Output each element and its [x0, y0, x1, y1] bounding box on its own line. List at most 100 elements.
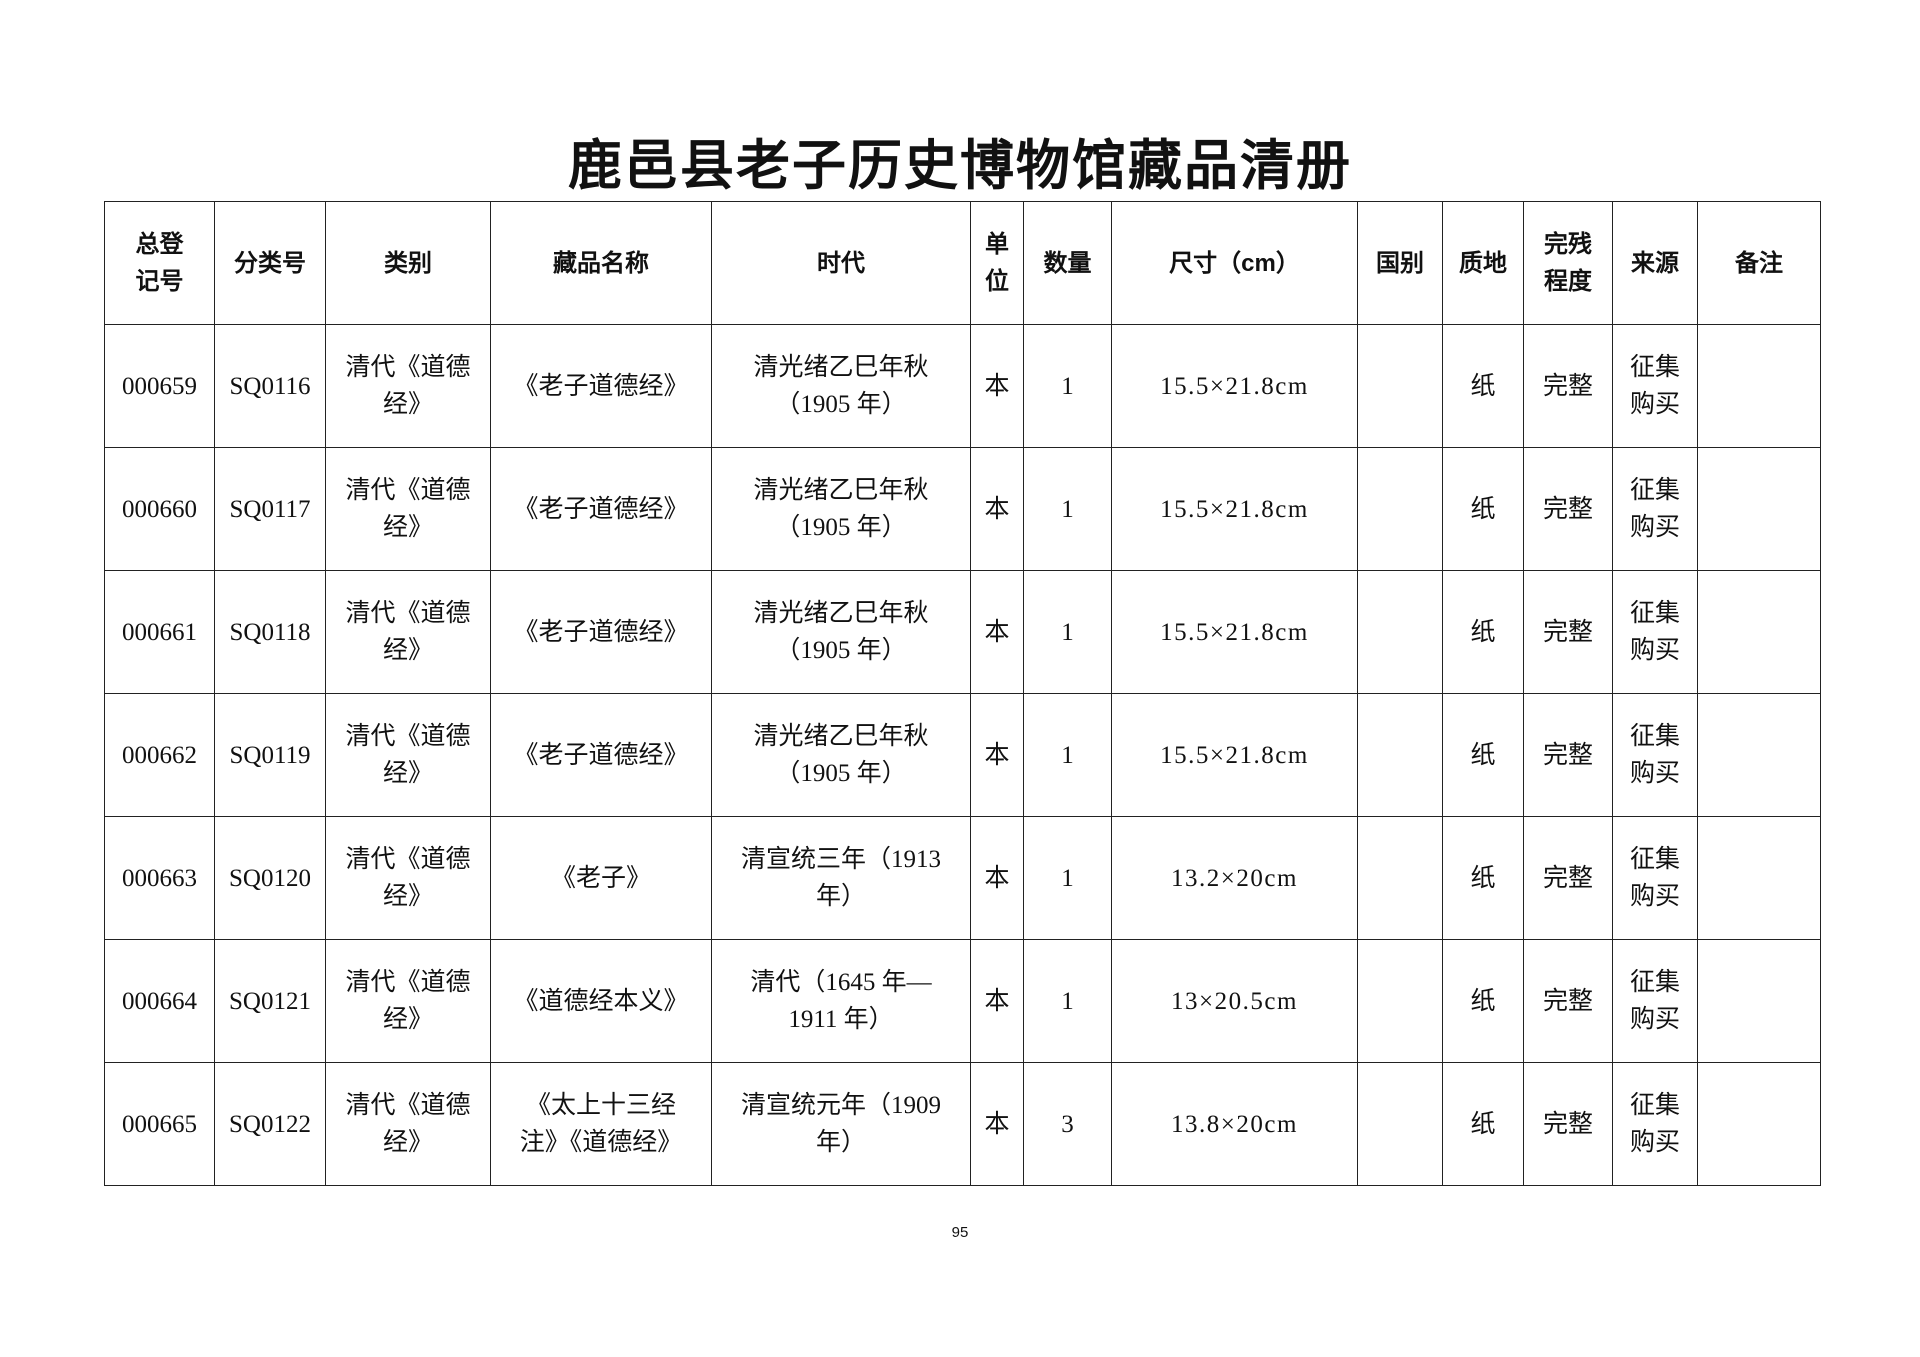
cell-material-text: 纸 [1470, 618, 1496, 646]
table-row: 000663 SQ0120 清代《道德 经》 《老子》 清宣统三年（1913 年） 本 1 13.… [104, 816, 1821, 940]
cell-reg-no: 000665 [104, 1062, 215, 1186]
cell-condition: 完整 [1523, 570, 1613, 694]
cell-source-text: 征集 [1629, 1092, 1680, 1119]
table-row: 000665 SQ0122 清代《道德 经》 《太上十三经 注》《道德经》 清宣统元年（19… [104, 1062, 1821, 1186]
cell-material-text: 纸 [1470, 741, 1496, 769]
collection-table: 总登 记号 分类号 类别 藏品名称 时代单位数量 尺寸（cm） 国别 质地 完残 程度 来源 备注 00… [104, 201, 1821, 1186]
cell-material-text: 纸 [1470, 1110, 1496, 1138]
cell-category: 清代《道德 经》 [325, 939, 491, 1063]
cell-class-no: SQ0120 [214, 816, 326, 940]
cell-category-text: 经》 [382, 391, 433, 418]
cell-condition-text: 完整 [1542, 987, 1593, 1015]
cell-size: 13.8×20cm [1111, 1062, 1358, 1186]
cell-material-text: 纸 [1470, 372, 1496, 400]
cell-era-text: （1905 年） [775, 637, 907, 664]
cell-condition-text: 完整 [1542, 741, 1593, 769]
cell-era-text: 清光绪乙巳年秋 [753, 723, 929, 750]
header-size-text: 尺寸（cm） [1169, 249, 1300, 277]
cell-condition: 完整 [1523, 447, 1613, 571]
cell-quantity-text: 3 [1061, 1110, 1074, 1138]
cell-quantity: 3 [1023, 1062, 1112, 1186]
cell-remarks [1697, 816, 1821, 940]
cell-size-text: 13.8×20cm [1171, 1110, 1298, 1138]
header-condition-text: 完残 [1544, 231, 1592, 258]
cell-unit: 本 [970, 693, 1024, 817]
cell-size: 13×20.5cm [1111, 939, 1358, 1063]
cell-size-text: 15.5×21.8cm [1160, 618, 1309, 646]
cell-source-text: 购买 [1629, 1006, 1680, 1033]
header-name-text: 藏品名称 [553, 249, 649, 277]
cell-remarks [1697, 324, 1821, 448]
cell-country [1357, 570, 1443, 694]
cell-country [1357, 939, 1443, 1063]
header-material-text: 质地 [1459, 249, 1507, 277]
cell-size-text: 15.5×21.8cm [1160, 741, 1309, 769]
cell-material-text: 纸 [1470, 495, 1496, 523]
cell-quantity-text: 1 [1061, 987, 1074, 1015]
cell-class-no: SQ0122 [214, 1062, 326, 1186]
header-country-text: 国别 [1376, 249, 1424, 277]
cell-name-text: 注》《道德经》 [519, 1129, 683, 1156]
cell-era: 清光绪乙巳年秋 （1905 年） [711, 324, 971, 448]
cell-condition-text: 完整 [1542, 864, 1593, 892]
cell-era-text: 清宣统元年（1909 [740, 1092, 941, 1119]
cell-era: 清代（1645 年— 1911 年） [711, 939, 971, 1063]
header-category-text: 类别 [384, 249, 432, 277]
cell-era-text: （1905 年） [775, 760, 907, 787]
cell-reg-no: 000664 [104, 939, 215, 1063]
cell-source-text: 征集 [1629, 477, 1680, 504]
cell-name-text: 《道德经本义》 [513, 987, 689, 1015]
header-reg-no: 总登 记号 [104, 201, 215, 325]
cell-remarks [1697, 447, 1821, 571]
header-row: 总登 记号 分类号 类别 藏品名称 时代单位数量 尺寸（cm） 国别 质地 完残 程度 来源 备注 [104, 201, 1821, 325]
cell-category-text: 清代《道德 [345, 969, 471, 996]
cell-name: 《老子》 [490, 816, 712, 940]
cell-name: 《老子道德经》 [490, 693, 712, 817]
cell-unit-text: 本 [984, 618, 1010, 646]
cell-quantity: 1 [1023, 693, 1112, 817]
cell-era: 清光绪乙巳年秋 （1905 年） [711, 570, 971, 694]
cell-era-text: （1905 年） [775, 391, 907, 418]
cell-source-text: 购买 [1629, 760, 1680, 787]
cell-condition-text: 完整 [1542, 372, 1593, 400]
header-era-text: 时代 [817, 249, 865, 277]
page-number: 95 [951, 1224, 969, 1241]
cell-category-text: 经》 [382, 1006, 433, 1033]
cell-reg-no-text: 000662 [122, 741, 197, 769]
cell-material: 纸 [1442, 693, 1524, 817]
cell-material: 纸 [1442, 816, 1524, 940]
cell-category-text: 清代《道德 [345, 600, 471, 627]
cell-category-text: 经》 [382, 1129, 433, 1156]
cell-remarks [1697, 1062, 1821, 1186]
cell-condition: 完整 [1523, 939, 1613, 1063]
cell-class-no-text: SQ0121 [229, 987, 311, 1015]
cell-material: 纸 [1442, 570, 1524, 694]
cell-size: 15.5×21.8cm [1111, 324, 1358, 448]
cell-class-no-text: SQ0116 [229, 372, 311, 400]
cell-country [1357, 1062, 1443, 1186]
cell-category-text: 经》 [382, 637, 433, 664]
header-quantity-text: 数量 [1043, 249, 1092, 277]
cell-reg-no: 000662 [104, 693, 215, 817]
cell-condition: 完整 [1523, 816, 1613, 940]
header-size: 尺寸（cm） [1111, 201, 1358, 325]
cell-era-text: 年） [815, 1129, 866, 1156]
cell-class-no: SQ0121 [214, 939, 326, 1063]
cell-category-text: 清代《道德 [345, 477, 471, 504]
cell-size-text: 15.5×21.8cm [1160, 495, 1309, 523]
cell-source-text: 购买 [1629, 514, 1680, 541]
table-body: 000659 SQ0116 清代《道德 经》 《老子道德经》 清光绪乙巳年秋 （1905 年… [104, 324, 1821, 1186]
cell-source-text: 征集 [1629, 969, 1680, 996]
cell-unit-text: 本 [984, 987, 1010, 1015]
cell-material: 纸 [1442, 1062, 1524, 1186]
cell-category-text: 清代《道德 [345, 1092, 471, 1119]
cell-quantity-text: 1 [1061, 372, 1074, 400]
cell-quantity: 1 [1023, 939, 1112, 1063]
cell-name-text: 《老子道德经》 [513, 372, 689, 400]
cell-quantity: 1 [1023, 570, 1112, 694]
cell-class-no: SQ0116 [214, 324, 326, 448]
cell-country [1357, 693, 1443, 817]
cell-unit: 本 [970, 1062, 1024, 1186]
header-unit-text: 单 [985, 231, 1009, 258]
cell-remarks [1697, 939, 1821, 1063]
